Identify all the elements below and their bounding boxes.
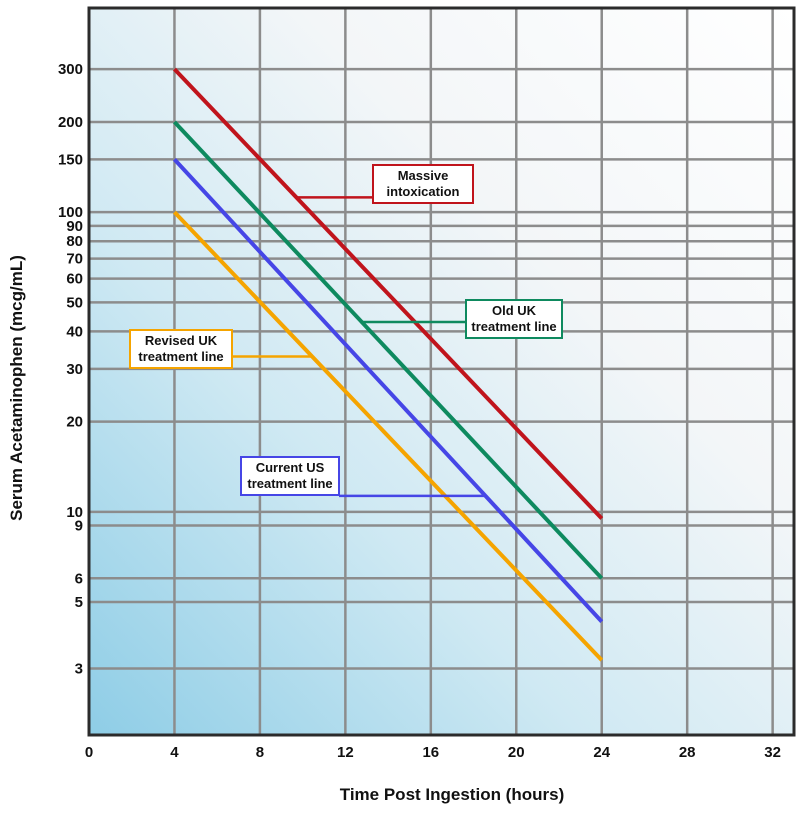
- callout-box: [129, 329, 233, 369]
- x-tick-label: 24: [593, 744, 610, 761]
- callout-label: treatment line: [138, 349, 223, 364]
- callout-box: [465, 299, 563, 339]
- series-line-old-uk-treatment-line: [172, 120, 604, 580]
- y-tick-label: 9: [75, 518, 83, 535]
- callout-label: treatment line: [247, 476, 332, 491]
- y-tick-label: 150: [58, 151, 83, 168]
- y-tick-label: 80: [66, 233, 83, 250]
- x-tick-label: 28: [679, 744, 696, 761]
- series-line-massive-intoxication: [173, 67, 604, 520]
- y-axis-title: Serum Acetaminophen (mcg/mL): [7, 255, 26, 521]
- series-line-current-us-treatment-line: [172, 158, 604, 624]
- tick-labels: 0 4 8 12 16 20 24 28 32 3 5 6 910 20 30 40 50 60 708090100…: [58, 61, 781, 761]
- y-tick-label: 60: [66, 271, 83, 288]
- callout-label: treatment line: [471, 319, 556, 334]
- x-tick-label: 8: [256, 744, 264, 761]
- callout-label: Current US: [256, 460, 325, 475]
- x-tick-label: 0: [85, 744, 93, 761]
- callout-box: [372, 164, 474, 204]
- y-tick-label: 40: [66, 323, 83, 340]
- x-tick-label: 12: [337, 744, 354, 761]
- plot-background: [89, 8, 794, 735]
- callout-label: Old UK: [492, 303, 537, 318]
- y-tick-label: 90: [66, 218, 83, 235]
- y-tick-label: 100: [58, 204, 83, 221]
- series-line-revised-uk-treatment-line: [173, 210, 604, 662]
- x-tick-label: 16: [422, 744, 439, 761]
- y-tick-label: 5: [75, 594, 83, 611]
- series-lines: [172, 67, 604, 662]
- plot-border: [87, 6, 796, 737]
- y-tick-label: 70: [66, 251, 83, 268]
- callout-label: Massive: [398, 168, 449, 183]
- callout-label: intoxication: [387, 184, 460, 199]
- x-tick-label: 4: [170, 744, 179, 761]
- callout-box: [240, 456, 340, 496]
- y-tick-label: 200: [58, 114, 83, 131]
- y-tick-label: 50: [66, 294, 83, 311]
- callout-label: Revised UK: [145, 333, 218, 348]
- y-tick-label: 10: [66, 504, 83, 521]
- y-tick-label: 3: [75, 661, 83, 678]
- x-axis-title: Time Post Ingestion (hours): [340, 785, 564, 804]
- y-tick-label: 20: [66, 414, 83, 431]
- y-tick-label: 300: [58, 61, 83, 78]
- y-tick-label: 6: [75, 570, 83, 587]
- x-tick-label: 20: [508, 744, 525, 761]
- y-tick-label: 30: [66, 361, 83, 378]
- x-tick-label: 32: [764, 744, 781, 761]
- grid-lines: [89, 8, 794, 735]
